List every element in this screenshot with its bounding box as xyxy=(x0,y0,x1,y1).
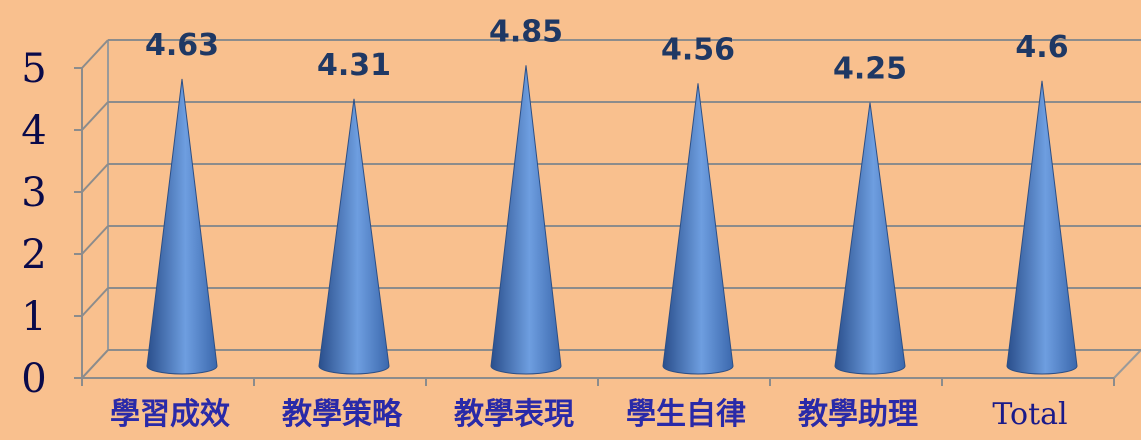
cone-bar xyxy=(662,83,734,375)
y-tick-label: 1 xyxy=(21,294,46,340)
value-labels: 4.63 4.31 4.85 4.56 4.25 4.6 xyxy=(145,14,1069,86)
category-label: 教學策略 xyxy=(282,397,403,432)
cone-bar xyxy=(146,78,218,375)
cone-body xyxy=(146,78,218,375)
value-label: 4.6 xyxy=(1015,30,1068,65)
cone-body xyxy=(662,83,734,375)
gridline-diagonal xyxy=(81,39,109,69)
y-tick-label: 5 xyxy=(21,46,46,92)
y-tick-label: 3 xyxy=(21,170,46,216)
x-axis xyxy=(81,377,1115,386)
value-label: 4.25 xyxy=(833,52,907,87)
cone-body xyxy=(490,65,562,375)
category-label: 學生自律 xyxy=(626,397,746,432)
cone-body xyxy=(834,102,906,375)
value-label: 4.85 xyxy=(489,14,563,49)
category-labels: 學習成效 教學策略 教學表現 學生自律 教學助理 Total xyxy=(110,397,1068,432)
value-label: 4.63 xyxy=(145,28,219,63)
y-tick-label: 2 xyxy=(21,232,46,278)
cone-body xyxy=(318,98,390,375)
y-tick-label: 0 xyxy=(21,356,46,402)
gridline-diagonal xyxy=(81,225,109,255)
cone-bar xyxy=(834,102,906,375)
cone-bar xyxy=(318,98,390,375)
cones xyxy=(146,65,1078,375)
value-label: 4.56 xyxy=(661,32,735,67)
floor-right-edge xyxy=(1113,349,1141,379)
gridline-diagonal xyxy=(81,101,109,131)
category-label: 教學助理 xyxy=(798,397,918,432)
cone-body xyxy=(1006,80,1078,375)
category-label: 教學表現 xyxy=(454,397,574,432)
gridline-diagonal xyxy=(81,349,109,379)
value-label: 4.31 xyxy=(317,48,391,83)
category-label: 學習成效 xyxy=(110,397,230,432)
cone-bar xyxy=(1006,80,1078,375)
gridline-diagonal xyxy=(81,287,109,317)
category-label: Total xyxy=(992,397,1067,432)
gridline-diagonal xyxy=(81,163,109,193)
cone-bar xyxy=(490,65,562,375)
gridlines xyxy=(81,39,1141,379)
y-tick-label: 4 xyxy=(21,108,46,154)
chart-walls xyxy=(81,40,1141,379)
y-axis: 0 1 2 3 4 5 xyxy=(21,46,83,402)
